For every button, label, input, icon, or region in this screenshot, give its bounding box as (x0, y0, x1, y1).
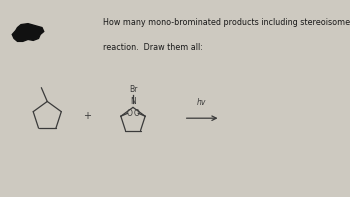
Text: hv: hv (197, 98, 206, 107)
Text: +: + (84, 111, 91, 121)
Text: O: O (133, 109, 139, 118)
Text: N: N (130, 97, 136, 106)
Text: How many mono-brominated products including stereoisomers exist for the followin: How many mono-brominated products includ… (103, 18, 350, 27)
Text: reaction.  Draw them all:: reaction. Draw them all: (103, 43, 203, 52)
Text: Br: Br (129, 85, 137, 94)
Polygon shape (12, 24, 44, 41)
Text: O: O (127, 109, 133, 118)
